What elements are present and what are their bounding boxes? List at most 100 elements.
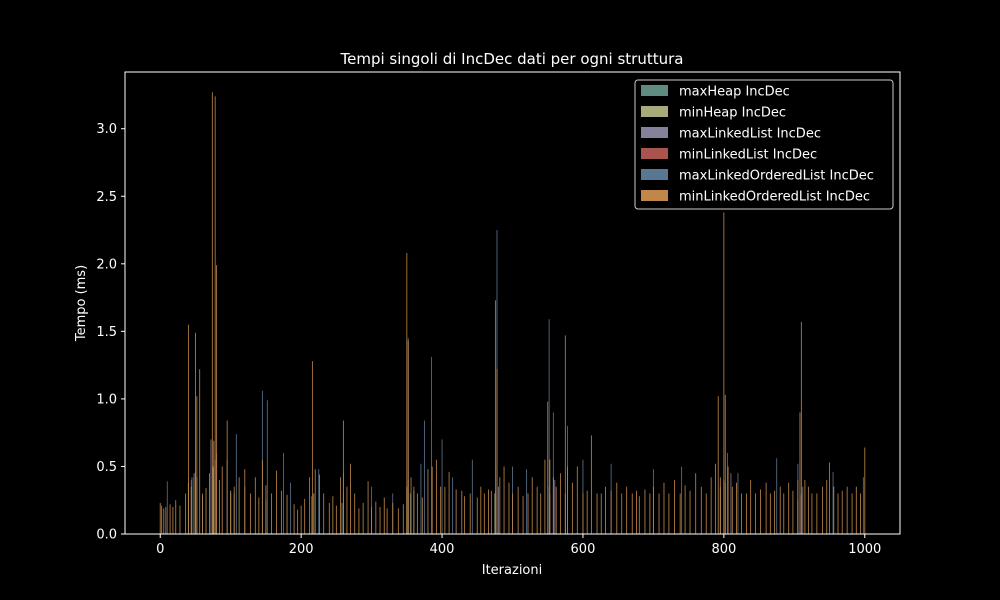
bar (776, 458, 778, 534)
bar (209, 473, 210, 534)
bar (461, 490, 463, 534)
bar (536, 486, 538, 534)
bar (230, 493, 232, 534)
bar (367, 481, 369, 534)
bar (649, 493, 651, 534)
bar (358, 508, 360, 534)
bar (644, 489, 646, 534)
bar (496, 369, 498, 534)
x-axis-label: Iterazioni (482, 563, 542, 578)
bar (346, 486, 348, 534)
y-tick-label: 1.5 (96, 325, 117, 340)
bar (190, 486, 192, 534)
bar (741, 493, 742, 534)
bar (610, 490, 612, 534)
bar (554, 479, 556, 534)
bar (499, 477, 501, 534)
bar (350, 463, 351, 534)
bar (737, 473, 739, 534)
y-tick-label: 0.0 (96, 528, 117, 543)
y-tick-label: 2.5 (96, 190, 117, 205)
legend-label: maxLinkedOrderedList IncDec (679, 169, 874, 184)
bar (169, 504, 171, 534)
bar (319, 474, 320, 534)
bar (490, 490, 492, 534)
bar (406, 253, 408, 534)
bar (559, 473, 561, 534)
bar (441, 439, 443, 534)
bar (616, 482, 618, 534)
bar (860, 493, 861, 534)
bar (185, 493, 187, 534)
bar (238, 477, 240, 534)
bar (187, 324, 189, 534)
bar (163, 508, 165, 534)
bar (774, 490, 776, 534)
bar (822, 486, 823, 534)
bar (211, 92, 213, 534)
bar (755, 493, 757, 534)
bar (833, 486, 835, 534)
bar (719, 477, 721, 534)
bar (779, 486, 781, 534)
y-tick-label: 3.0 (96, 122, 117, 137)
bar (837, 493, 839, 534)
bar (416, 493, 418, 534)
bar (420, 463, 422, 534)
bar (714, 463, 716, 534)
bar (280, 490, 282, 534)
bar (290, 482, 292, 534)
bar (254, 477, 256, 534)
bar (750, 479, 752, 534)
bar (354, 493, 356, 534)
bar (410, 477, 412, 534)
bar (494, 493, 496, 534)
bar (576, 466, 578, 534)
bar (226, 420, 228, 534)
bar (826, 479, 828, 534)
bar (724, 394, 726, 534)
bar (684, 485, 686, 534)
bar (799, 412, 801, 534)
bar (455, 489, 457, 534)
bar (582, 493, 584, 534)
bar (495, 300, 497, 534)
legend-swatch (641, 148, 668, 159)
bar (851, 493, 853, 534)
y-tick-label: 2.0 (96, 257, 117, 272)
bar (159, 502, 161, 534)
bar (571, 482, 573, 534)
bar (527, 493, 529, 534)
bar (689, 490, 691, 534)
legend-label: maxHeap IncDec (679, 85, 790, 100)
bar (663, 482, 665, 534)
bar (508, 482, 510, 534)
bar (258, 497, 260, 534)
bar (788, 482, 790, 534)
bar (235, 434, 237, 534)
bar (421, 497, 423, 534)
bar (503, 466, 505, 534)
bar (638, 496, 640, 534)
bar (332, 496, 334, 534)
bar (175, 500, 177, 534)
bar (800, 321, 802, 534)
bar (464, 496, 466, 534)
legend-label: minHeap IncDec (679, 106, 786, 121)
bar (668, 493, 670, 534)
bar (161, 505, 163, 534)
bar (397, 508, 399, 534)
bar (596, 493, 598, 534)
bar (166, 481, 168, 534)
bar (431, 466, 433, 534)
legend-swatch (641, 106, 668, 117)
bar (379, 506, 381, 534)
bar (423, 420, 425, 534)
bar (362, 502, 364, 534)
bar (586, 490, 588, 534)
bar (736, 482, 737, 534)
bar (413, 486, 415, 534)
bar (731, 486, 733, 534)
bar (717, 396, 719, 534)
bar (341, 502, 343, 534)
